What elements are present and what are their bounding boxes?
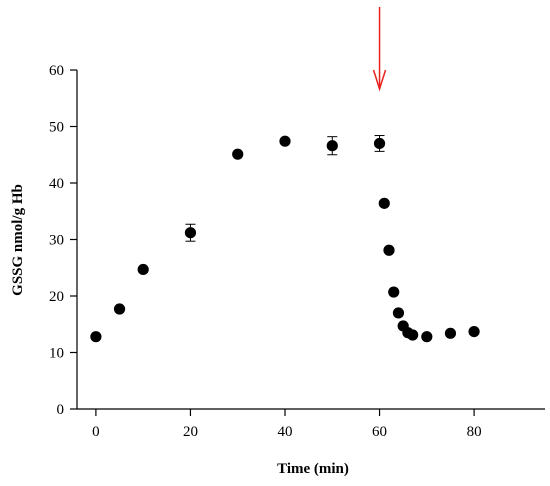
data-point bbox=[326, 140, 338, 152]
x-axis-label: Time (min) bbox=[277, 461, 349, 477]
data-point bbox=[392, 307, 405, 319]
data-point bbox=[90, 331, 102, 343]
x-tick-label: 40 bbox=[278, 424, 293, 440]
data-point bbox=[407, 329, 419, 341]
data-point bbox=[388, 286, 400, 298]
x-tick-label: 0 bbox=[92, 424, 100, 440]
red-arrow-head bbox=[372, 69, 387, 92]
axes bbox=[76, 70, 545, 410]
y-tick-label: 50 bbox=[49, 120, 64, 136]
data-point bbox=[468, 325, 480, 338]
x-tick-label: 80 bbox=[467, 424, 482, 440]
data-point bbox=[184, 227, 197, 239]
data-point bbox=[232, 148, 244, 160]
data-point bbox=[383, 244, 395, 256]
data-point bbox=[378, 197, 390, 209]
data-points bbox=[90, 135, 480, 343]
data-point bbox=[279, 135, 291, 147]
data-point bbox=[137, 263, 149, 276]
data-point bbox=[113, 303, 126, 315]
x-axis-ticks: 0 20 40 60 80 bbox=[92, 409, 482, 440]
y-tick-label: 10 bbox=[49, 346, 64, 362]
data-point bbox=[444, 327, 457, 339]
y-tick-label: 60 bbox=[49, 63, 64, 79]
y-axis-label: GSSG nmol/g Hb bbox=[10, 184, 26, 296]
annotations bbox=[372, 7, 387, 92]
y-axis-ticks: 0 10 20 30 40 50 60 bbox=[49, 63, 77, 418]
error-bars bbox=[185, 135, 385, 242]
y-tick-label: 0 bbox=[57, 402, 65, 418]
y-tick-label: 40 bbox=[49, 176, 64, 192]
data-point bbox=[421, 331, 433, 343]
y-tick-label: 30 bbox=[49, 233, 64, 249]
x-tick-label: 60 bbox=[372, 424, 387, 440]
x-tick-label: 20 bbox=[183, 424, 198, 440]
y-tick-label: 20 bbox=[49, 289, 64, 305]
data-point bbox=[373, 137, 386, 150]
